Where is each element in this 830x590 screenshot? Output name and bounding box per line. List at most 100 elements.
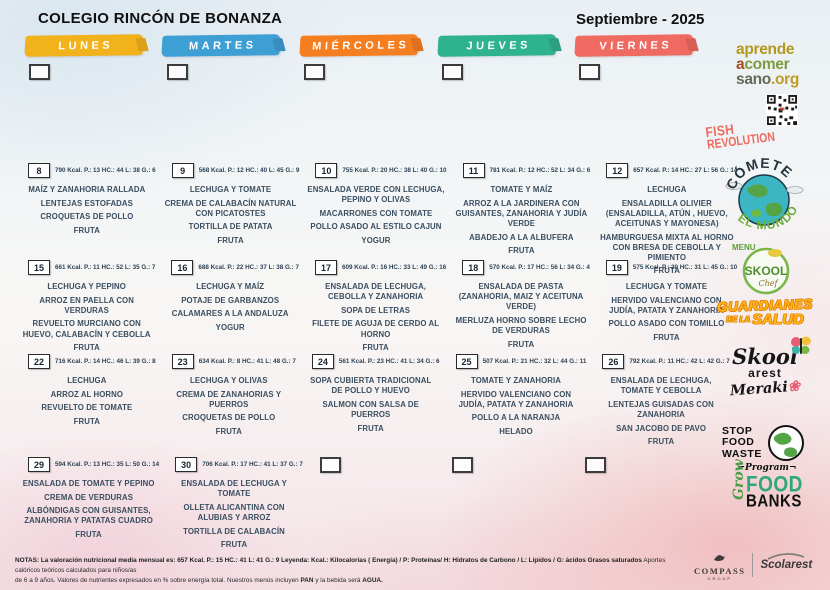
- menu-item: FRUTA: [507, 339, 535, 349]
- logo-text: WASTE: [722, 447, 762, 460]
- menu-item: CALAMARES A LA ANDALUZA: [171, 309, 289, 319]
- nutrition-info: 570 Kcal. P.: 17 HC.: 56 L: 34 G.: 4: [489, 264, 590, 271]
- menu-item: FRUTA: [362, 343, 389, 353]
- menu-skool-chef-logo: MENU SKOOL Chef: [732, 243, 790, 295]
- day-number-box: 24: [311, 354, 334, 369]
- menu-item: POLLO ASADO AL ESTILO CAJUN: [310, 222, 442, 232]
- menu-item: SAN JACOBO DE PAVO: [616, 423, 707, 433]
- menu-item: POLLO A LA NARANJA: [471, 413, 561, 423]
- menu-item: FRUTA: [217, 236, 244, 245]
- nutrition-info: 609 Kcal. P.: 16 HC.: 33 L: 49 G.: 16: [342, 264, 447, 271]
- week-row-2: 15 661 Kcal. P.: 11 HC.: 52 L: 35 G.: 7 L…: [15, 260, 737, 357]
- logo-text: COMPASS: [694, 566, 746, 576]
- menu-cell-day-22: 22 716 Kcal. P.: 14 HC.: 46 L: 39 G.: 8 L…: [15, 354, 159, 451]
- menu-cell-day-9: 9 568 Kcal. P.: 12 HC.: 40 L: 45 G.: 9 LE…: [159, 163, 303, 280]
- sidebar-logos: aprende acomer sano.org FISH REVOLUTION: [700, 0, 830, 590]
- menu-cell-day-15: 15 661 Kcal. P.: 11 HC.: 52 L: 35 G.: 7 L…: [15, 260, 158, 357]
- menu-item: ENSALADA DE TOMATE Y PEPINO: [22, 479, 155, 488]
- day-header-label: MIÉRCOLES: [311, 38, 410, 53]
- menu-item: POTAJE DE GARBANZOS: [181, 295, 280, 305]
- butterfly-icon: [791, 336, 811, 354]
- empty-day-checkbox: [319, 457, 341, 473]
- menu-item: CREMA DE ZANAHORIAS Y PUERROS: [176, 389, 282, 409]
- notes-text: Aportes calóricos teóricos calculados pa…: [15, 557, 666, 574]
- swoosh-icon: [768, 552, 805, 560]
- menu-item: ARROZ EN PAELLA CON VERDURAS: [39, 295, 134, 315]
- empty-week-row: [15, 64, 703, 80]
- menu-item: FILETE DE AGUJA DE CERDO AL HORNO: [312, 319, 440, 339]
- nutrition-info: 688 Kcal. P.: 22 HC.: 37 L: 38 G.: 7: [198, 264, 300, 271]
- logo-text: Grow: [731, 459, 747, 500]
- nutrition-info: 661 Kcal. P.: 11 HC.: 52 L: 35 G.: 7: [55, 264, 156, 271]
- guardianes-de-la-salud-logo: GUARDIANES DE LA SALUD: [702, 296, 828, 328]
- menu-item: FRUTA: [508, 246, 535, 256]
- menu-item: YOGUR: [361, 236, 391, 245]
- menu-item: HELADO: [499, 427, 533, 436]
- nutrition-info: 507 Kcal. P.: 21 HC.: 32 L: 44 G.: 11: [482, 358, 587, 365]
- notes-agua: AGUA.: [362, 576, 383, 584]
- nutrition-info: 792 Kcal. P.: 11 HC.: 42 L: 42 G.: 7: [629, 358, 730, 365]
- day-number-box: 26: [602, 354, 625, 369]
- empty-day-checkbox: [304, 64, 326, 80]
- menu-item: REVUELTO MURCIANO CON HUEVO, CALABACÍN Y…: [22, 319, 151, 339]
- empty-cell: [438, 457, 570, 554]
- menu-item: ENSALADA DE PASTA (ZANAHORIA, MAIZ Y ACE…: [458, 282, 584, 312]
- menu-item: FRUTA: [75, 530, 102, 539]
- menu-item: SOPA CUBIERTA TRADICIONAL DE POLLO Y HUE…: [310, 376, 432, 396]
- nutrition-info: 781 Kcal. P.: 12 HC.: 52 L: 34 G.: 6: [489, 167, 591, 174]
- notes-nutrition-average: La valoración nutricional media mensual …: [40, 557, 280, 564]
- menu-item: MACARRONES CON TOMATE: [319, 208, 433, 218]
- nutrition-info: 716 Kcal. P.: 14 HC.: 46 L: 39 G.: 8: [55, 358, 156, 365]
- nutrition-info: 575 Kcal. P.: 20 HC.: 31 L: 45 G.: 10: [632, 264, 738, 271]
- compass-group-logo: COMPASS GROUP: [694, 548, 745, 581]
- logo-text: ⌐Program¬: [737, 463, 797, 473]
- month-label: Septiembre - 2025: [576, 11, 705, 28]
- logo-text: MENU: [732, 243, 756, 252]
- day-header-label: MARTES: [189, 39, 258, 52]
- notes-text: de 6 a 9 años. Valores de nutrientes exp…: [15, 576, 299, 584]
- menu-item: FRUTA: [73, 343, 100, 353]
- menu-item: REVUELTO DE TOMATE: [41, 403, 133, 413]
- flower-dot-icon: ❀: [787, 377, 801, 396]
- day-header-label: VIERNES: [599, 38, 673, 52]
- day-number-box: 25: [455, 354, 478, 369]
- day-number-box: 19: [605, 260, 628, 275]
- menu-item: FRUTA: [220, 540, 248, 550]
- comete-el-mundo-logo: CÓMETE EL MUNDO: [723, 156, 804, 232]
- menu-item: CREMA DE CALABACÍN NATURAL CON PICATOSTE…: [164, 198, 297, 218]
- scolarest-logo: Scolarest: [760, 552, 812, 571]
- day-number-box: 22: [28, 354, 50, 369]
- legend-text: Kcal.: Kilocalorías ( Energía) / P: Prot…: [311, 557, 642, 564]
- logo-text: aprende: [736, 41, 795, 58]
- menu-item: LECHUGA: [67, 376, 107, 385]
- empty-cell: [571, 457, 703, 554]
- nutrition-info: 790 Kcal. P.: 13 HC.: 44 L: 38 G.: 6: [55, 167, 156, 174]
- menu-cell-day-10: 10 755 Kcal. P.: 20 HC.: 38 L: 40 G.: 10 …: [302, 163, 449, 280]
- menu-item: FRUTA: [73, 416, 101, 426]
- nutrition-info: 706 Kcal. P.: 17 HC.: 41 L: 37 G.: 7: [202, 461, 303, 468]
- week-row-3: 22 716 Kcal. P.: 14 HC.: 46 L: 39 G.: 8 L…: [15, 354, 730, 451]
- menu-item: TORTILLA DE PATATA: [188, 222, 273, 232]
- nutrition-info: 594 Kcal. P.: 13 HC.: 35 L: 50 G.: 14: [55, 461, 160, 468]
- menu-item: ENSALADA DE LECHUGA, TOMATE Y CEBOLLA: [610, 376, 712, 396]
- menu-item: LECHUGA: [647, 185, 687, 194]
- nutrition-info: 568 Kcal. P.: 12 HC.: 40 L: 45 G.: 9: [198, 167, 300, 174]
- menu-item: FRUTA: [357, 423, 384, 433]
- day-number-box: 11: [462, 163, 485, 178]
- logo-text: comer: [744, 56, 790, 74]
- logo-text: arest: [748, 365, 782, 380]
- menu-cell-day-18: 18 570 Kcal. P.: 17 HC.: 56 L: 34 G.: 4 E…: [449, 260, 593, 357]
- day-number-box: 17: [315, 260, 338, 275]
- menu-cell-day-17: 17 609 Kcal. P.: 16 HC.: 33 L: 49 G.: 16 …: [302, 260, 449, 357]
- menu-item: SALMON CON SALSA DE PUERROS: [322, 399, 419, 419]
- week-row-1: 8 790 Kcal. P.: 13 HC.: 44 L: 38 G.: 6 MA…: [15, 163, 737, 280]
- menu-cell-day-29: 29 594 Kcal. P.: 13 HC.: 35 L: 50 G.: 14 …: [15, 457, 162, 554]
- menu-item: TOMATE Y MAÍZ: [490, 185, 553, 194]
- day-number-box: 10: [315, 163, 338, 178]
- empty-day-checkbox: [441, 64, 463, 80]
- menu-item: CROQUETAS DE POLLO: [40, 212, 134, 222]
- day-number-box: 9: [171, 163, 194, 178]
- menu-item: HERVIDO VALENCIANO CON JUDÍA, PATATA Y Z…: [458, 389, 574, 409]
- day-number-box: 15: [28, 260, 50, 275]
- menu-cell-day-11: 11 781 Kcal. P.: 12 HC.: 52 L: 34 G.: 6 T…: [450, 163, 594, 280]
